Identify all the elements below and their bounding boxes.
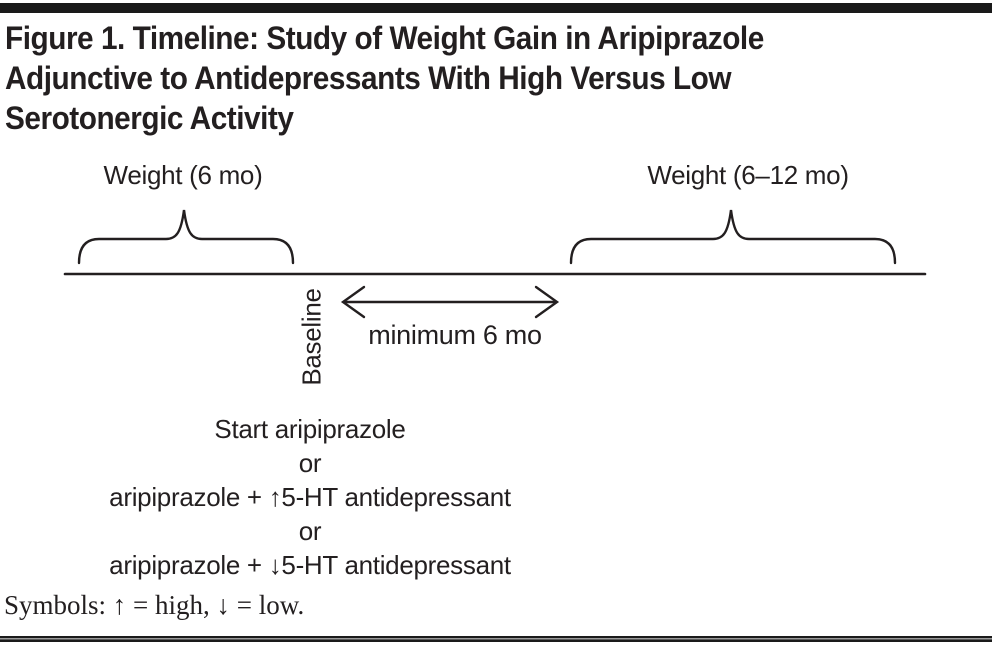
treatment-line-start: Start aripiprazole (214, 414, 406, 444)
bottom-rule (0, 636, 992, 642)
top-rule (0, 3, 992, 13)
figure-title-line-3: Serotonergic Activity (5, 100, 294, 136)
figure-title-line-2: Adjunctive to Antidepressants With High … (5, 60, 732, 96)
right-brace (569, 209, 897, 265)
treatment-line-or-1: or (298, 448, 322, 478)
treatment-line-low-5ht: aripiprazole + ↓5-HT antidepressant (109, 550, 511, 580)
symbols-footnote: Symbols: ↑ = high, ↓ = low. (4, 590, 305, 620)
treatment-text-block: Start aripiprazole or aripiprazole + ↑5-… (109, 412, 511, 582)
treatment-line-or-2: or (298, 516, 322, 546)
baseline-label: Baseline (296, 288, 327, 386)
interval-arrow-left-head (340, 285, 366, 319)
weight-6mo-label: Weight (6 mo) (103, 160, 263, 190)
treatment-line-high-5ht: aripiprazole + ↑5-HT antidepressant (109, 482, 511, 512)
interval-arrow-right-head (534, 285, 560, 319)
figure-title-line-1: Figure 1. Timeline: Study of Weight Gain… (5, 20, 764, 56)
weight-6-12mo-label: Weight (6–12 mo) (647, 160, 849, 190)
minimum-6mo-label: minimum 6 mo (368, 320, 542, 350)
left-brace (77, 209, 295, 265)
figure-title: Figure 1. Timeline: Study of Weight Gain… (5, 18, 764, 138)
